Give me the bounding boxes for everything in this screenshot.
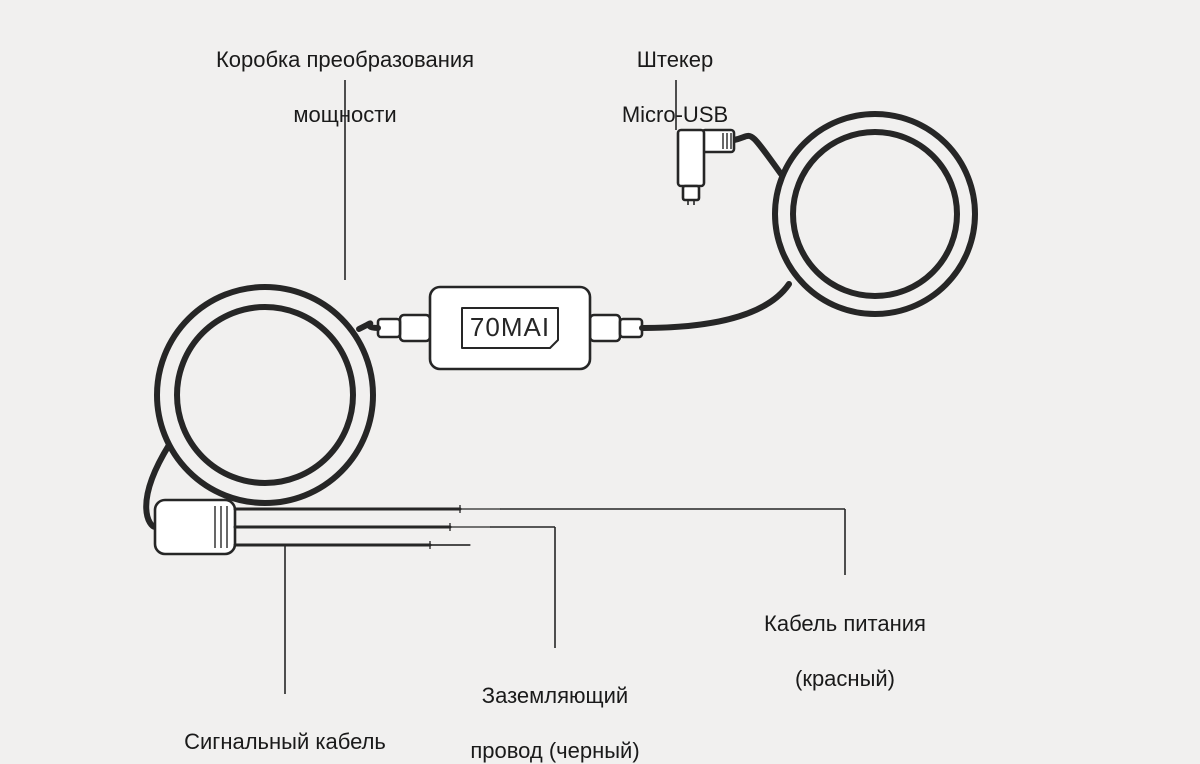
label-converter-line2: мощности	[293, 102, 396, 127]
label-ground-line2: провод (черный)	[470, 738, 639, 763]
label-acc-line1: Сигнальный кабель	[184, 729, 386, 754]
label-micro-usb-line1: Штекер	[637, 47, 714, 72]
label-micro-usb-line2: Micro-USB	[622, 102, 728, 127]
label-ground-line1: Заземляющий	[482, 683, 628, 708]
label-micro-usb: Штекер Micro-USB	[575, 18, 775, 128]
svg-text:70MAI: 70MAI	[470, 312, 550, 342]
label-power-line2: (красный)	[795, 666, 895, 691]
label-converter: Коробка преобразования мощности	[195, 18, 495, 128]
label-acc: Сигнальный кабель АСС (желтый)	[165, 700, 405, 764]
label-converter-line1: Коробка преобразования	[216, 47, 474, 72]
label-power-line1: Кабель питания	[764, 611, 926, 636]
label-power: Кабель питания (красный)	[735, 582, 955, 692]
label-ground: Заземляющий провод (черный)	[445, 654, 665, 764]
